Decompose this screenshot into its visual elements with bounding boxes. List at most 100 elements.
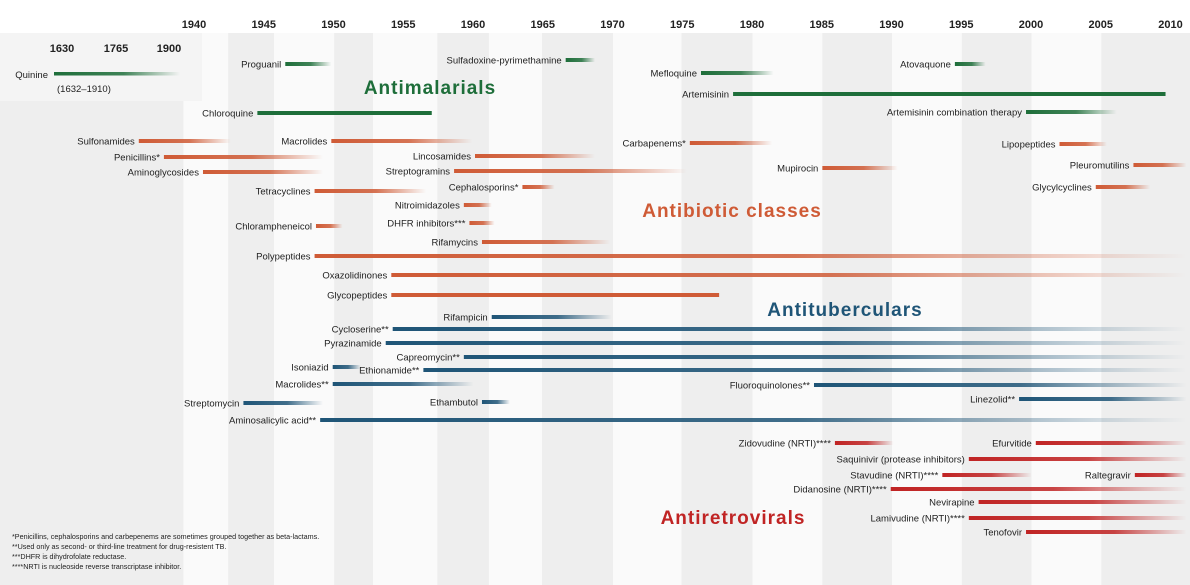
drug-label: Lincosamides bbox=[413, 151, 471, 162]
year-band bbox=[752, 33, 823, 585]
drug-item-fluoroquinolones: Fluoroquinolones** bbox=[730, 380, 1187, 391]
drug-label: Mupirocin bbox=[777, 163, 818, 174]
drug-item-sulfadoxine-pyrimethamine: Sulfadoxine-pyrimethamine bbox=[447, 55, 595, 66]
footnotes: *Penicillins, cephalosporins and carbepe… bbox=[12, 532, 319, 571]
drug-bar bbox=[700, 71, 774, 75]
drug-bars: Proguanil Sulfadoxine-pyrimethamine Mefloq… bbox=[15, 55, 1187, 538]
inset-background bbox=[0, 33, 202, 101]
drug-label: Artemisinin bbox=[682, 89, 729, 100]
drug-label: Macrolides** bbox=[275, 379, 329, 390]
group-titles: Antimalarials Antibiotic classes Antituber… bbox=[364, 78, 922, 529]
drug-label: Pyrazinamide bbox=[324, 338, 382, 349]
drug-item-rifampicin: Rifampicin bbox=[443, 312, 612, 323]
drug-label: Streptomycin bbox=[184, 398, 239, 409]
drug-label: Mefloquine bbox=[651, 68, 697, 79]
drug-label: Saquinivir (protease inhibitors) bbox=[837, 454, 965, 465]
drug-item-mefloquine: Mefloquine bbox=[651, 68, 774, 79]
drug-bar bbox=[968, 516, 1187, 520]
drug-label: Rifamycins bbox=[432, 237, 479, 248]
drug-item-raltegravir: Raltegravir bbox=[1085, 470, 1187, 481]
drug-bar bbox=[314, 254, 1187, 258]
footnote: ***DHFR is dihydrofolate reductase. bbox=[12, 552, 126, 561]
drug-item-aminosalicylic-acid: Aminosalicylic acid** bbox=[229, 415, 1187, 426]
drug-label: Lipopeptides bbox=[1002, 139, 1056, 150]
footnote: **Used only as second- or third-line tre… bbox=[12, 542, 226, 551]
drug-item-isoniazid: Isoniazid bbox=[291, 362, 361, 373]
drug-item-aminoglycosides: Aminoglycosides bbox=[128, 167, 323, 178]
drug-bar bbox=[733, 92, 1166, 96]
drug-label: Polypeptides bbox=[256, 251, 311, 262]
year-band bbox=[183, 33, 229, 585]
drug-bar bbox=[565, 58, 595, 62]
drug-label: Rifampicin bbox=[443, 312, 487, 323]
footnote: *Penicillins, cephalosporins and carbepe… bbox=[12, 532, 319, 541]
drug-bar bbox=[463, 355, 1187, 359]
x-tick-label: 1990 bbox=[879, 19, 903, 31]
drug-item-pleuromutilins: Pleuromutilins bbox=[1070, 160, 1187, 171]
drug-item-glycylcyclines: Glycylcyclines bbox=[1032, 182, 1151, 193]
x-tick-label: 2000 bbox=[1019, 19, 1043, 31]
drug-item-tetracyclines: Tetracyclines bbox=[256, 186, 427, 197]
drug-item-glycopeptides: Glycopeptides bbox=[327, 290, 720, 301]
x-tick-label: 1960 bbox=[461, 19, 485, 31]
drug-label: Ethambutol bbox=[430, 397, 478, 408]
drug-label: Lamivudine (NRTI)**** bbox=[870, 513, 965, 524]
drug-label: Aminosalicylic acid** bbox=[229, 415, 316, 426]
drug-bar bbox=[942, 473, 1032, 477]
drug-item-pyrazinamide: Pyrazinamide bbox=[324, 338, 1187, 349]
drug-item-nevirapine: Nevirapine bbox=[929, 497, 1187, 508]
drug-bar bbox=[454, 169, 688, 173]
drug-item-lamivudine-nrti: Lamivudine (NRTI)**** bbox=[870, 513, 1187, 524]
drug-label: Fluoroquinolones** bbox=[730, 380, 811, 391]
year-band bbox=[681, 33, 753, 585]
drug-label: Isoniazid bbox=[291, 362, 329, 373]
drug-label: Tenofovir bbox=[983, 527, 1022, 538]
group-title-antiretrovirals: Antiretrovirals bbox=[661, 508, 806, 529]
year-band bbox=[0, 33, 184, 585]
drug-bar bbox=[1095, 185, 1151, 189]
drug-label: Capreomycin** bbox=[396, 352, 460, 363]
early-years-inset: 1630 1765 1900 bbox=[0, 33, 202, 101]
group-title-antimalarials: Antimalarials bbox=[364, 78, 496, 99]
drug-bar bbox=[1133, 163, 1187, 167]
drug-label: Oxazolidinones bbox=[322, 270, 387, 281]
drug-item-dhfr-inhibitors: DHFR inhibitors*** bbox=[387, 218, 495, 229]
drug-bar bbox=[1059, 142, 1107, 146]
drug-bar bbox=[522, 185, 555, 189]
year-band bbox=[892, 33, 962, 585]
drug-label: Glycopeptides bbox=[327, 290, 387, 301]
drug-item-macrolides: Macrolides bbox=[281, 136, 473, 147]
year-band bbox=[274, 33, 335, 585]
drug-bar bbox=[481, 400, 510, 404]
group-title-antituberculars: Antituberculars bbox=[767, 300, 922, 321]
axis-strip bbox=[0, 0, 1190, 33]
drug-label: Zidovudine (NRTI)**** bbox=[739, 438, 832, 449]
drug-label: Sulfadoxine-pyrimethamine bbox=[447, 55, 562, 66]
drug-item-cycloserine: Cycloserine** bbox=[332, 324, 1187, 335]
drug-item-chlorampheneicol: Chlorampheneicol bbox=[235, 221, 343, 232]
drug-label: Quinine bbox=[15, 70, 48, 81]
drug-bar bbox=[391, 273, 1187, 277]
drug-bar bbox=[332, 365, 361, 369]
year-band bbox=[488, 33, 542, 585]
drug-bar bbox=[834, 441, 894, 445]
drug-label: Cephalosporins* bbox=[449, 182, 519, 193]
drug-item-penicillins: Penicillins* bbox=[114, 152, 323, 163]
drug-label: Glycylcyclines bbox=[1032, 182, 1092, 193]
drug-item-mupirocin: Mupirocin bbox=[777, 163, 898, 174]
drug-item-efurvitide: Efurvitide bbox=[992, 438, 1187, 449]
year-band bbox=[228, 33, 275, 585]
drug-item-carbapenems: Carbapenems* bbox=[622, 138, 773, 149]
drug-item-macrolides: Macrolides** bbox=[275, 379, 474, 390]
drug-bar bbox=[1134, 473, 1187, 477]
drug-bar bbox=[392, 327, 1187, 331]
x-tick-label: 1980 bbox=[740, 19, 764, 31]
drug-label: Linezolid** bbox=[970, 394, 1015, 405]
drug-bar bbox=[822, 166, 898, 170]
drug-item-tenofovir: Tenofovir bbox=[983, 527, 1187, 538]
drug-bar bbox=[813, 383, 1187, 387]
drug-item-streptogramins: Streptogramins bbox=[386, 166, 688, 177]
drug-item-lincosamides: Lincosamides bbox=[413, 151, 595, 162]
drug-label: Didanosine (NRTI)**** bbox=[793, 484, 887, 495]
